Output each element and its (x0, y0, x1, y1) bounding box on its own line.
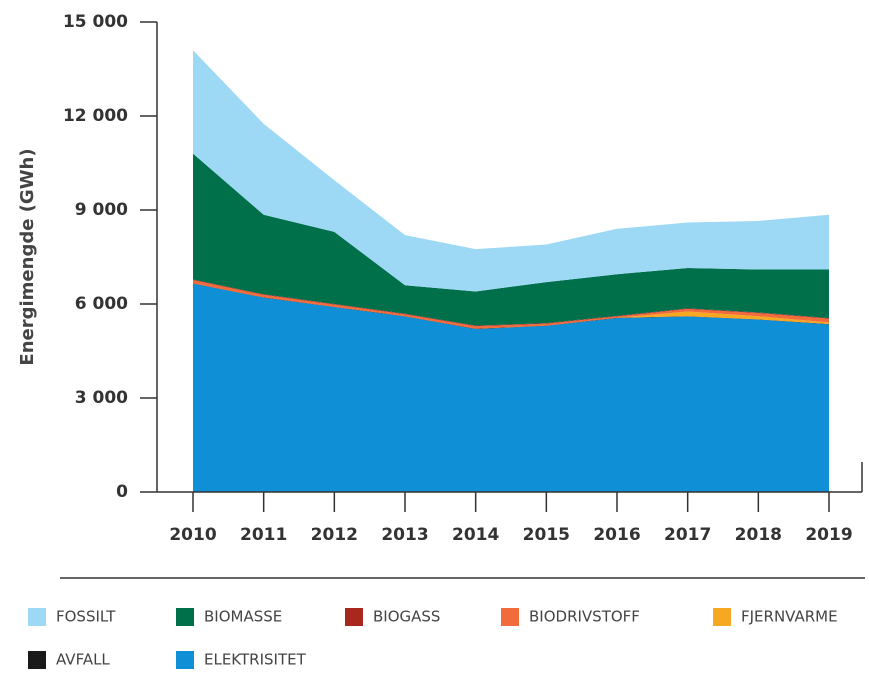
legend-swatch (345, 608, 363, 626)
legend-swatch (176, 651, 194, 669)
x-tick-label: 2016 (593, 525, 640, 545)
x-tick-label: 2015 (523, 525, 570, 545)
x-tick-label: 2011 (240, 525, 287, 545)
legend-label: FJERNVARME (741, 608, 838, 626)
x-tick-label: 2013 (381, 525, 428, 545)
legend-swatch (713, 608, 731, 626)
legend-label: BIODRIVSTOFF (529, 608, 640, 626)
area (193, 153, 829, 326)
plot (193, 50, 829, 492)
legend-label: FOSSILT (56, 608, 116, 626)
y-axis-label: Energimengde (GWh) (17, 148, 38, 365)
x-tick-label: 2018 (735, 525, 782, 545)
x-tick-label: 2017 (664, 525, 711, 545)
y-tick-label: 3 000 (75, 388, 128, 408)
y-tick-label: 15 000 (63, 12, 128, 32)
area (193, 280, 829, 329)
y-tick-label: 6 000 (75, 294, 128, 314)
legend-swatch (501, 608, 519, 626)
y-tick-label: 9 000 (75, 200, 128, 220)
legend-label: ELEKTRISITET (204, 651, 307, 669)
legend-swatch (28, 608, 46, 626)
legend-swatch (176, 608, 194, 626)
x-tick-label: 2014 (452, 525, 499, 545)
legend-label: BIOGASS (373, 608, 440, 626)
x-tick-label: 2019 (805, 525, 852, 545)
x-tick-label: 2012 (311, 525, 358, 545)
area (193, 283, 829, 492)
x-tick-label: 2010 (169, 525, 216, 545)
legend-label: BIOMASSE (204, 608, 282, 626)
legend-label: AVFALL (56, 651, 110, 669)
y-tick-label: 12 000 (63, 106, 128, 126)
legend-swatch (28, 651, 46, 669)
y-tick-label: 0 (116, 482, 128, 502)
area (193, 50, 829, 292)
